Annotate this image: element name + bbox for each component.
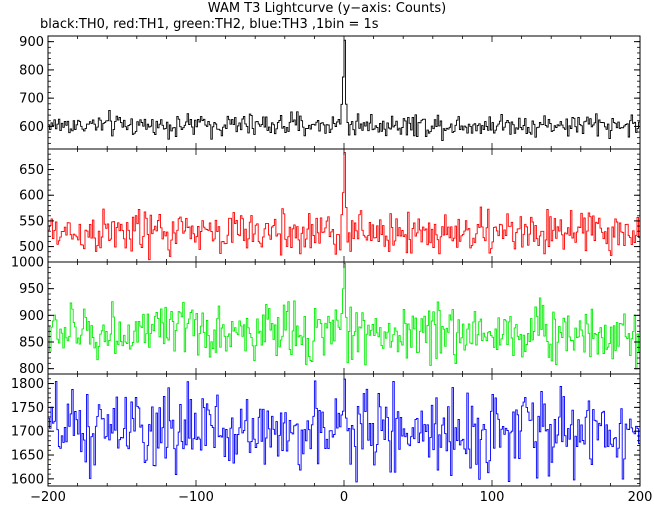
x-tick-label: −200	[30, 490, 66, 505]
y-tick-label: 1750	[11, 401, 44, 416]
chart-title: WAM T3 Lightcurve (y−axis: Counts)	[207, 1, 447, 16]
y-tick-label: 600	[19, 120, 44, 135]
y-tick-label: 1000	[11, 256, 44, 271]
y-tick-label: 900	[19, 309, 44, 324]
y-tick-label: 600	[19, 189, 44, 204]
y-tick-label: 900	[19, 35, 44, 50]
series-th3-line	[48, 378, 640, 483]
chart-subtitle: black:TH0, red:TH1, green:TH2, blue:TH3 …	[40, 17, 379, 32]
y-tick-label: 650	[19, 163, 44, 178]
series-th1-line	[48, 152, 640, 261]
series-th0-line	[48, 39, 640, 142]
y-tick-label: 1600	[11, 472, 44, 487]
x-tick-label: −100	[178, 490, 214, 505]
y-tick-label: 800	[19, 362, 44, 377]
y-tick-label: 1650	[11, 449, 44, 464]
y-tick-label: 1800	[11, 377, 44, 392]
y-tick-label: 800	[19, 63, 44, 78]
series-th2-line	[48, 263, 640, 370]
x-tick-label: 0	[340, 490, 348, 505]
y-tick-label: 850	[19, 336, 44, 351]
y-tick-label: 550	[19, 214, 44, 229]
x-tick-label: 200	[628, 490, 653, 505]
y-tick-label: 500	[19, 240, 44, 255]
y-tick-label: 950	[19, 282, 44, 297]
x-tick-label: 100	[480, 490, 505, 505]
y-tick-label: 1700	[11, 425, 44, 440]
y-tick-label: 700	[19, 92, 44, 107]
